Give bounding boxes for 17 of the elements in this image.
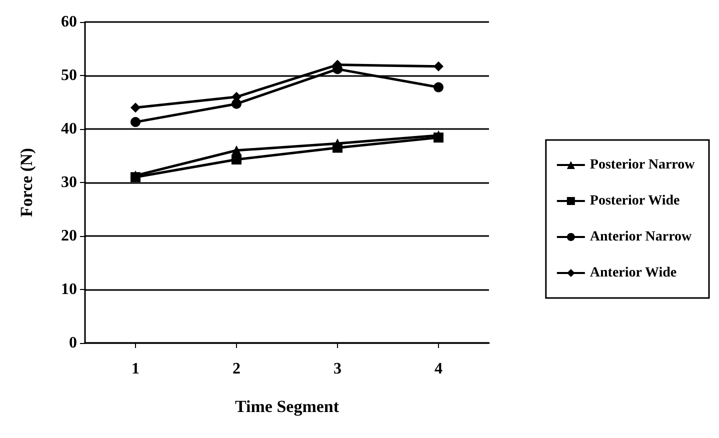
- legend-label: Anterior Narrow: [590, 230, 693, 244]
- y-tick-label: 50: [61, 67, 77, 84]
- y-tick-label: 0: [69, 334, 77, 352]
- x-tick-label: 1: [132, 360, 140, 378]
- y-tick-label: 40: [61, 120, 77, 138]
- x-tick-label: 2: [232, 360, 240, 378]
- legend-label: Anterior Wide: [590, 266, 677, 280]
- y-tick-label: 10: [61, 281, 77, 298]
- legend-label: Posterior Narrow: [590, 158, 696, 172]
- x-tick-label: 3: [334, 360, 342, 378]
- x-axis-title: Time Segment: [234, 397, 340, 416]
- legend-label: Posterior Wide: [590, 194, 680, 208]
- y-tick-label: 20: [61, 228, 77, 244]
- y-axis-title: Force (N): [17, 148, 36, 218]
- y-tick-label: 60: [61, 14, 77, 30]
- x-tick-label: 4: [434, 360, 442, 378]
- y-tick-label: 30: [61, 174, 77, 191]
